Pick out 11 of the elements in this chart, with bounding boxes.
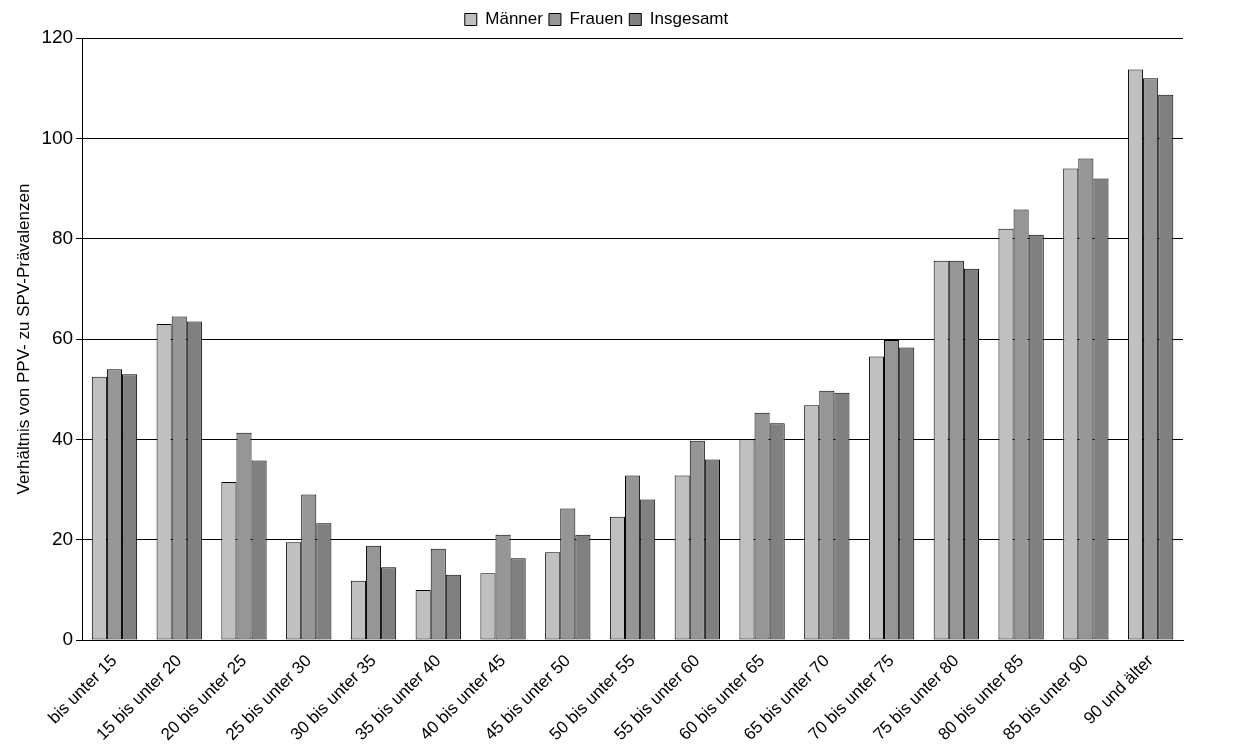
y-tick-label: 100 (41, 126, 74, 148)
legend-label: Männer (485, 9, 544, 29)
legend-label: Frauen (569, 9, 624, 29)
legend-label: Insgesamt (649, 9, 729, 29)
y-tick-label: 120 (41, 26, 74, 48)
y-tick-label: 60 (51, 327, 74, 349)
y-tick-label: 40 (51, 427, 74, 449)
y-tick-label: 0 (62, 628, 74, 650)
y-axis-title: Verhältnis von PPV- zu SPV-Prävalenzen (13, 183, 33, 495)
y-tick-label: 20 (51, 527, 74, 549)
y-tick-label: 80 (51, 226, 74, 248)
